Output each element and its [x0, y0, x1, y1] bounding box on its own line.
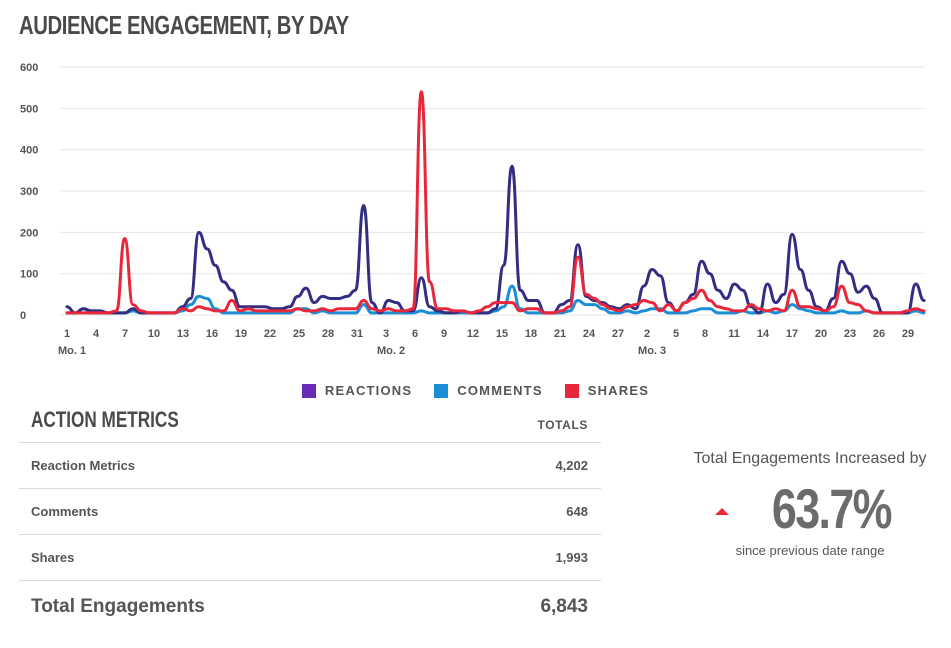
metric-label: Comments — [31, 504, 99, 519]
totals-column-header: TOTALS — [537, 418, 588, 432]
x-tick-label: 3 — [383, 328, 389, 340]
x-tick-label: 13 — [177, 328, 189, 340]
x-tick-label: 10 — [148, 328, 160, 340]
chart-legend: REACTIONS COMMENTS SHARES — [0, 383, 951, 398]
x-tick-label: 17 — [786, 328, 798, 340]
legend-item-reactions[interactable]: REACTIONS — [301, 383, 413, 398]
y-tick-label: 300 — [20, 186, 38, 198]
x-tick-label: 27 — [612, 328, 624, 340]
x-tick-label: 20 — [815, 328, 827, 340]
series-line-reactions — [65, 164, 926, 315]
legend-swatch-reactions — [301, 383, 316, 398]
metric-value: 1,993 — [555, 550, 588, 565]
x-tick-label: 23 — [844, 328, 856, 340]
x-tick-label: 11 — [728, 328, 740, 340]
x-tick-label: 28 — [322, 328, 334, 340]
x-tick-label: 19 — [235, 328, 247, 340]
total-label: Total Engagements — [31, 596, 205, 617]
x-tick-label: 15 — [496, 328, 508, 340]
month-label: Mo. 3 — [638, 345, 666, 357]
series-line-shares — [65, 90, 926, 315]
x-tick-label: 31 — [351, 328, 363, 340]
legend-item-shares[interactable]: SHARES — [564, 383, 650, 398]
y-tick-label: 200 — [20, 227, 38, 239]
chart-title: AUDIENCE ENGAGEMENT, BY DAY — [19, 10, 349, 40]
x-tick-label: 8 — [702, 328, 708, 340]
legend-label-shares: SHARES — [587, 383, 650, 398]
table-row: Reaction Metrics 4,202 — [19, 442, 601, 488]
total-value: 6,843 — [540, 596, 588, 617]
x-tick-label: 18 — [525, 328, 537, 340]
y-tick-label: 500 — [20, 103, 38, 115]
x-tick-label: 29 — [902, 328, 914, 340]
table-row: Comments 648 — [19, 488, 601, 534]
legend-label-comments: COMMENTS — [457, 383, 543, 398]
legend-swatch-shares — [564, 383, 579, 398]
x-tick-label: 24 — [583, 328, 596, 340]
y-tick-label: 400 — [20, 145, 38, 157]
summary-percent: 63.7% — [771, 477, 892, 540]
summary-caption: since previous date range — [735, 543, 885, 558]
engagement-summary: Total Engagements Increased by 63.7% sin… — [680, 446, 940, 558]
up-arrow-icon — [714, 508, 729, 515]
action-metrics-table: Reaction Metrics 4,202 Comments 648 Shar… — [19, 442, 601, 633]
metric-label: Shares — [31, 550, 75, 565]
summary-value-row: 63.7% — [680, 476, 940, 541]
x-tick-label: 2 — [644, 328, 650, 340]
action-metrics-title: ACTION METRICS — [31, 407, 179, 432]
legend-swatch-comments — [434, 383, 449, 398]
legend-label-reactions: REACTIONS — [324, 383, 413, 398]
x-tick-label: 26 — [873, 328, 885, 340]
x-tick-label: 25 — [293, 328, 305, 340]
x-tick-label: 21 — [554, 328, 566, 340]
y-tick-label: 100 — [20, 269, 38, 281]
month-label: Mo. 2 — [377, 345, 405, 357]
total-row: Total Engagements 6,843 — [19, 580, 601, 633]
x-tick-label: 5 — [673, 328, 679, 340]
x-tick-label: 6 — [412, 328, 418, 340]
summary-headline: Total Engagements Increased by — [693, 450, 927, 467]
table-row: Shares 1,993 — [19, 534, 601, 580]
chart-grid — [60, 66, 925, 316]
x-tick-label: 12 — [467, 328, 479, 340]
x-tick-label: 16 — [206, 328, 218, 340]
metric-value: 648 — [566, 504, 588, 519]
x-tick-label: 9 — [441, 328, 447, 340]
x-axis-ticks: 1 4 7 10 13 16 19 22 25 28 31 3 6 9 12 15 18 21 24 27 2 5 8 11 1… — [58, 328, 914, 357]
y-tick-label: 0 — [20, 310, 26, 322]
x-tick-label: 7 — [122, 328, 128, 340]
y-axis-ticks: 0 100 200 300 400 500 600 — [20, 62, 38, 322]
metric-label: Reaction Metrics — [31, 458, 136, 473]
month-label: Mo. 1 — [58, 345, 86, 357]
legend-item-comments[interactable]: COMMENTS — [434, 383, 542, 398]
chart-series-lines — [65, 90, 926, 315]
x-tick-label: 22 — [264, 328, 276, 340]
x-tick-label: 14 — [757, 328, 770, 340]
x-tick-label: 4 — [93, 328, 100, 340]
x-tick-label: 1 — [64, 328, 70, 340]
metric-value: 4,202 — [555, 458, 588, 473]
y-tick-label: 600 — [20, 62, 38, 74]
